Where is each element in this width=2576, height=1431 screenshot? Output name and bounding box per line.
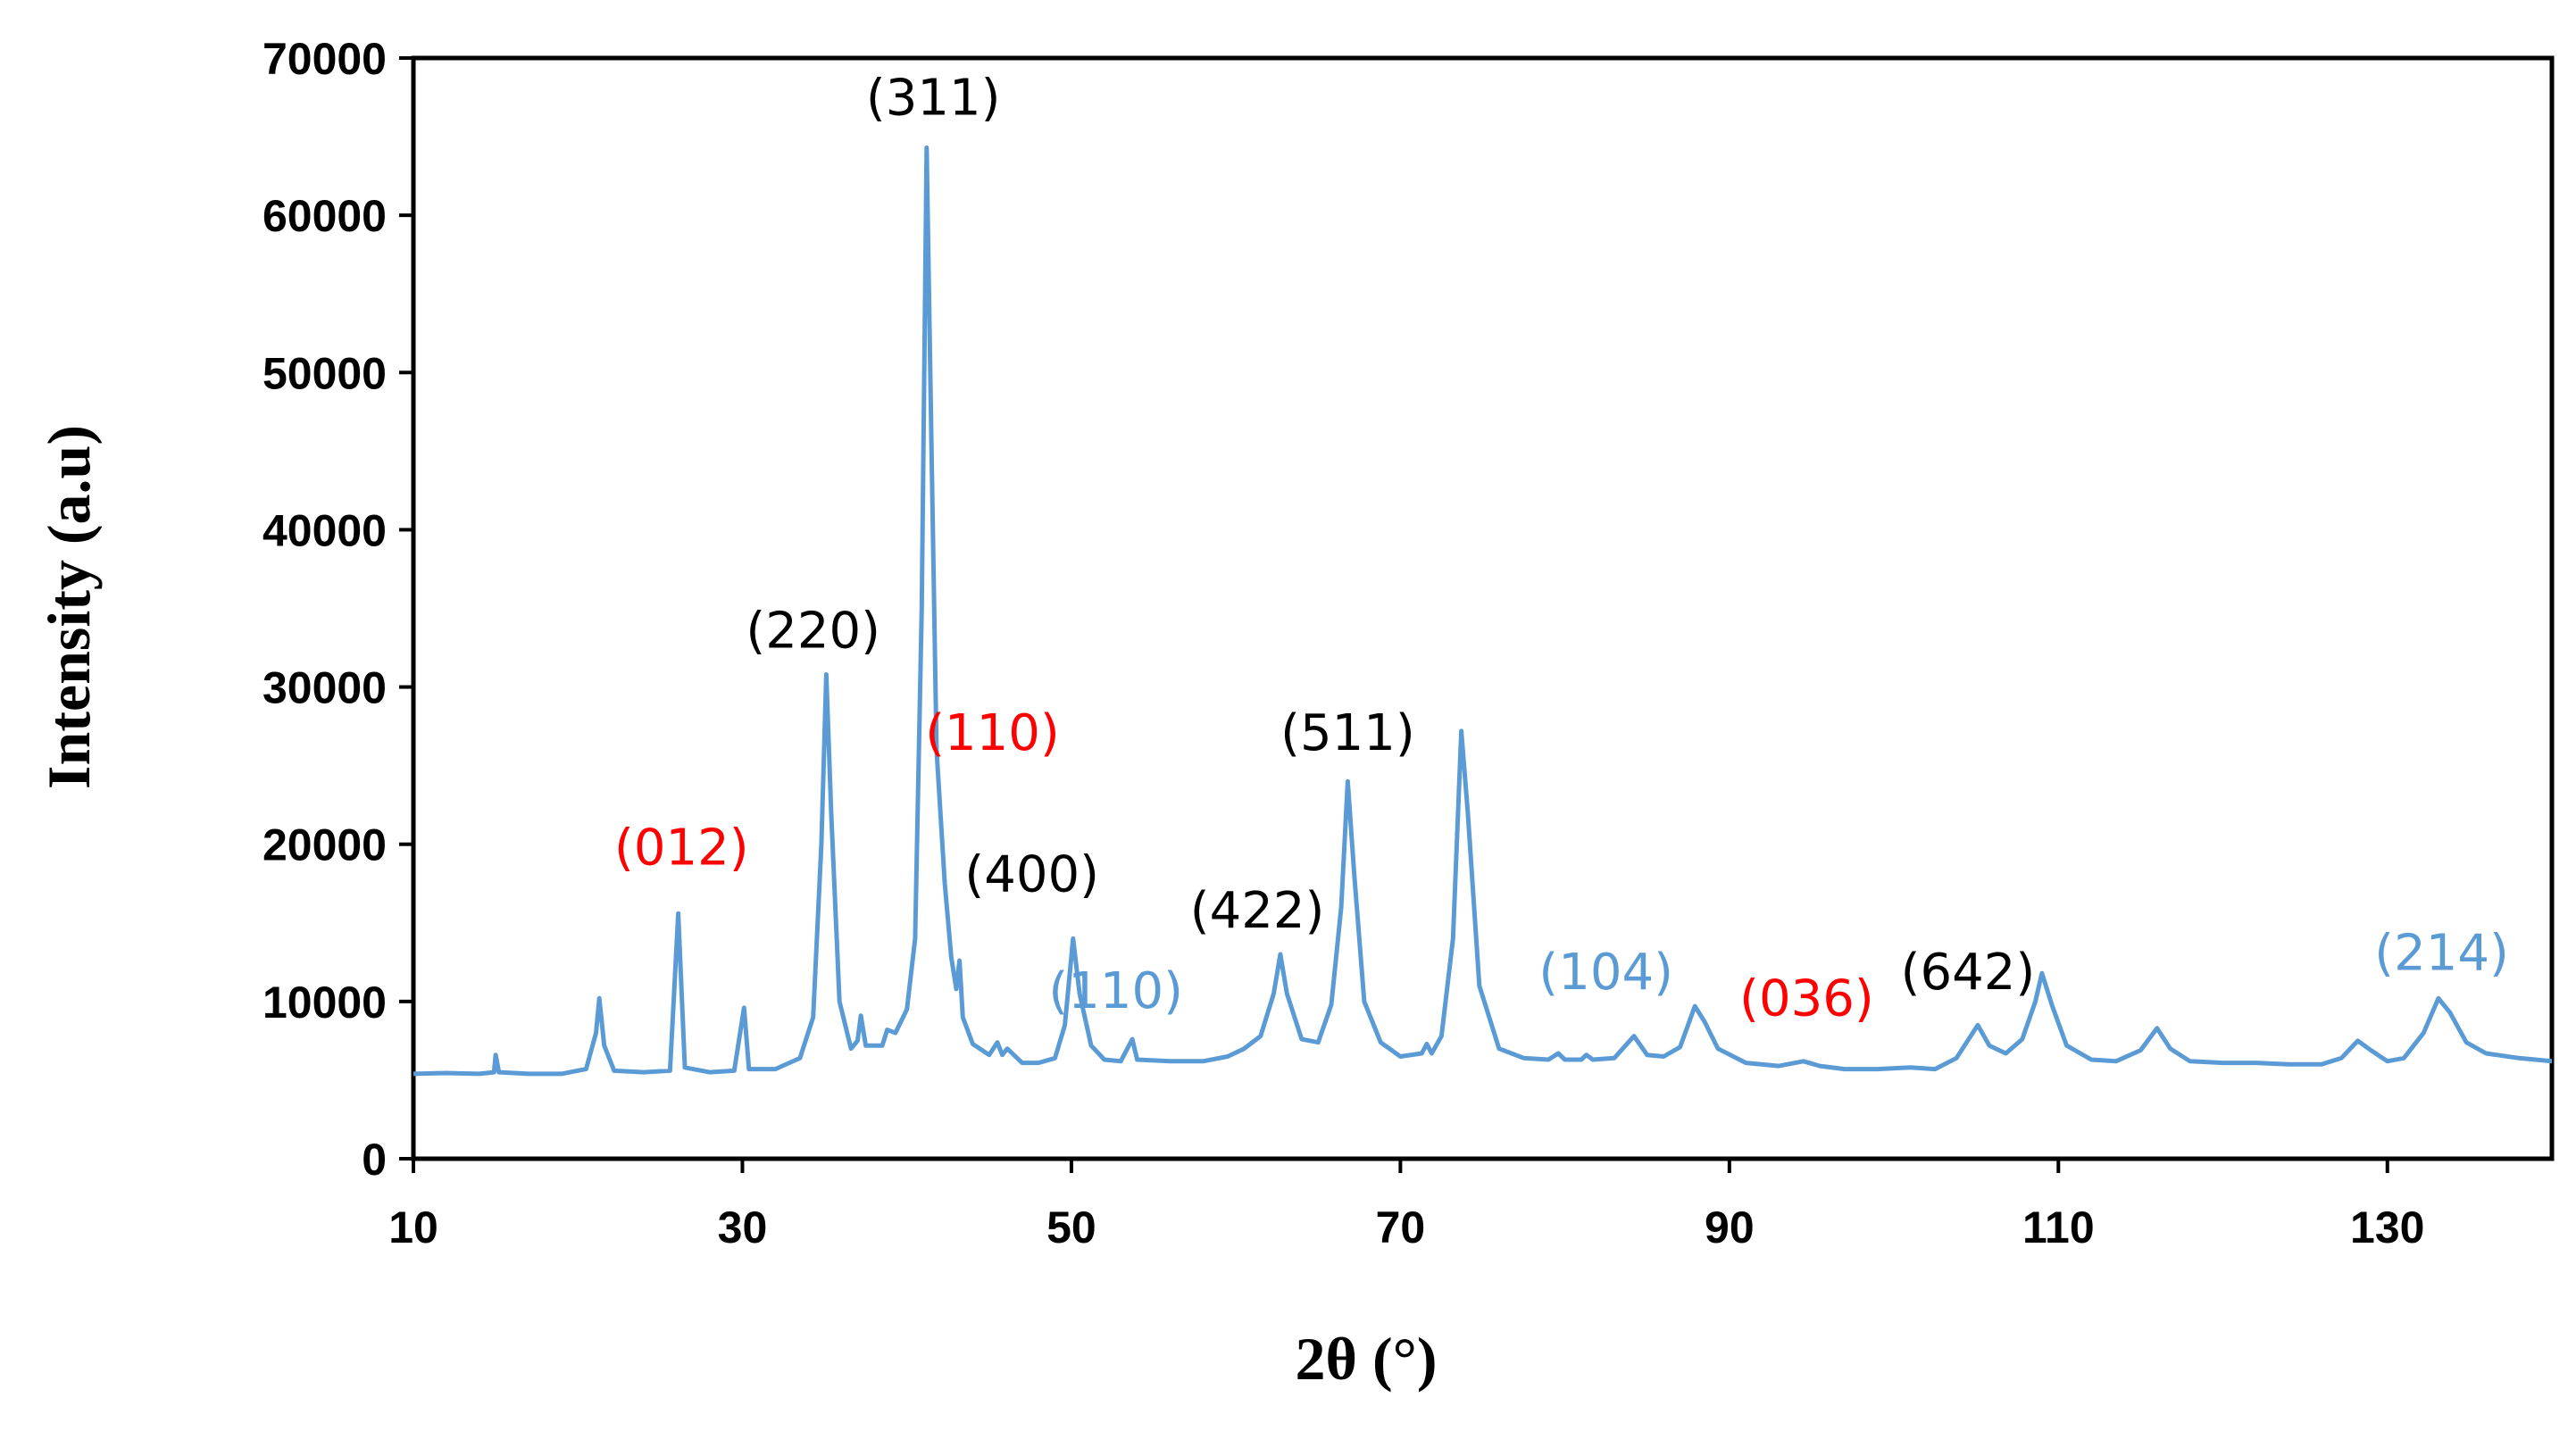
- y-tick-label: 10000: [263, 978, 387, 1027]
- peak-label: (214): [2374, 925, 2509, 983]
- y-tick-label: 50000: [263, 348, 387, 398]
- y-tick-label: 30000: [263, 663, 387, 713]
- peak-label: (311): [866, 69, 1001, 127]
- x-tick-label: 90: [1705, 1202, 1755, 1252]
- peak-label: (400): [964, 846, 1099, 904]
- y-tick-label: 20000: [263, 820, 387, 870]
- y-tick-label: 40000: [263, 505, 387, 555]
- x-tick-label: 110: [2022, 1202, 2095, 1252]
- y-tick-label: 70000: [263, 34, 387, 84]
- peak-label: (110): [1048, 962, 1183, 1020]
- peak-label: (511): [1280, 704, 1415, 762]
- peak-labels: (012)(220)(311)(110)(400)(110)(422)(511)…: [614, 69, 2509, 1027]
- y-axis-title: Intensity (a.u): [35, 425, 103, 789]
- series-line: [413, 145, 2553, 1077]
- peak-label: (012): [614, 819, 749, 878]
- peak-label: (036): [1739, 970, 1874, 1028]
- x-tick-label: 10: [388, 1202, 438, 1252]
- x-tick-label: 70: [1376, 1202, 1426, 1252]
- x-axis: 10 30 50 70 90 110 130: [388, 1159, 2424, 1252]
- plot-frame: [411, 55, 2555, 1161]
- x-tick-label: 30: [718, 1202, 768, 1252]
- x-axis-title: 2θ (°): [1296, 1325, 1438, 1393]
- y-tick-label: 0: [362, 1135, 387, 1185]
- peak-label: (110): [925, 704, 1060, 762]
- peak-label: (104): [1538, 944, 1673, 1002]
- x-tick-label: 130: [2350, 1202, 2424, 1252]
- peak-label: (220): [746, 603, 880, 661]
- peak-label: (642): [1901, 944, 2036, 1002]
- peak-label: (422): [1190, 882, 1325, 940]
- y-axis: 0 10000 20000 30000 40000 50000 60000 70000: [263, 34, 413, 1185]
- y-tick-label: 60000: [263, 191, 387, 241]
- x-tick-label: 50: [1046, 1202, 1096, 1252]
